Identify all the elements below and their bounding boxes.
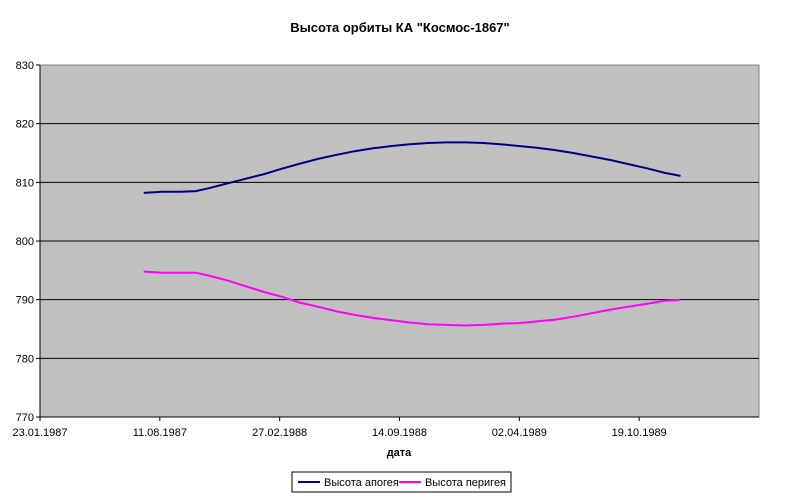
- x-tick-label-1: 11.08.1987: [133, 427, 187, 439]
- y-tick-label-830: 830: [16, 60, 34, 72]
- y-tick-label-780: 780: [16, 353, 34, 365]
- x-tick-label-3: 14.09.1988: [372, 427, 427, 439]
- y-axis: 770 780 790 800 810 820 830: [16, 60, 41, 424]
- x-tick-label-2: 27.02.1988: [252, 427, 307, 439]
- legend-label-apogee: Высота апогея: [324, 477, 399, 489]
- legend: Высота апогея Высота перигея: [291, 471, 512, 493]
- series-line-apogee: [143, 141, 681, 194]
- y-tick-label-810: 810: [16, 177, 34, 189]
- x-tick-label-0: 23.01.1987: [12, 427, 67, 439]
- grid-lines: [40, 123, 759, 359]
- x-tick-label-4: 02.04.1989: [492, 427, 547, 439]
- y-tick-label-770: 770: [16, 412, 34, 424]
- y-tick-label-820: 820: [16, 119, 34, 131]
- y-tick-label-790: 790: [16, 295, 34, 307]
- chart-title: Высота орбиты КА "Космос-1867": [290, 20, 510, 35]
- x-axis-title: дата: [387, 447, 412, 459]
- x-axis: 23.01.1987 11.08.1987 27.02.1988 14.09.1988…: [12, 416, 759, 439]
- y-tick-label-800: 800: [16, 236, 34, 248]
- series-lines: [143, 141, 681, 327]
- series-line-perigee: [143, 270, 681, 327]
- x-tick-label-5: 19.10.1989: [612, 427, 667, 439]
- legend-label-perigee: Высота перигея: [425, 477, 506, 489]
